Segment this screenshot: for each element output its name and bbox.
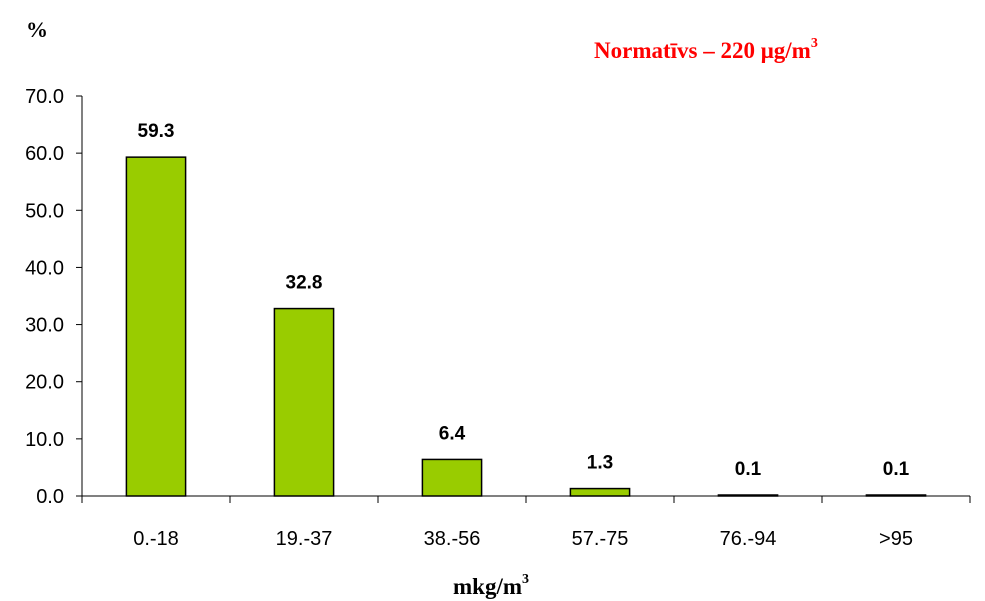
norm-note-sup: 3: [811, 36, 818, 51]
data-label: 0.1: [883, 459, 910, 480]
x-tick-label: 57.-75: [572, 528, 629, 550]
bar: [569, 487, 631, 497]
x-tick-label: 76.-94: [720, 528, 777, 550]
y-tick-label: 50.0: [25, 200, 64, 222]
bar: [421, 458, 483, 497]
data-label: 32.8: [286, 273, 323, 294]
y-tick-label: 0.0: [36, 486, 64, 508]
bar: [125, 156, 187, 497]
x-tick-label: >95: [879, 528, 913, 550]
x-tick-label: 38.-56: [424, 528, 481, 550]
y-tick-label: 70.0: [25, 86, 64, 108]
y-tick-label: 40.0: [25, 257, 64, 279]
data-label: 1.3: [587, 453, 613, 474]
x-axis-label: mkg/m3: [453, 572, 529, 599]
y-tick-label: 30.0: [25, 315, 64, 337]
bar: [865, 494, 927, 497]
data-label: 59.3: [138, 121, 175, 142]
x-tick-label: 19.-37: [276, 528, 333, 550]
norm-note-text: Normatīvs – 220 μg/m: [594, 38, 811, 63]
y-tick-label: 60.0: [25, 143, 64, 165]
y-axis-label: %: [26, 17, 48, 42]
x-axis: 0.-18 19.-37 38.-56 57.-75 76.-94 >95: [81, 495, 971, 550]
bar: [273, 307, 335, 497]
y-axis: 0.0 10.0 20.0 30.0 40.0 50.0 60.0 70.0: [25, 86, 83, 508]
x-tick-label: 0.-18: [133, 528, 179, 550]
value-labels: 59.3 32.8 6.4 1.3 0.1 0.1: [138, 121, 910, 480]
x-axis-label-sup: 3: [522, 572, 529, 587]
data-label: 0.1: [735, 459, 762, 480]
x-axis-label-text: mkg/m: [453, 574, 522, 599]
y-tick-label: 20.0: [25, 372, 64, 394]
bars: [125, 156, 927, 497]
norm-note: Normatīvs – 220 μg/m3: [594, 36, 818, 63]
data-label: 6.4: [439, 423, 466, 444]
y-tick-label: 10.0: [25, 429, 64, 451]
bar: [717, 494, 779, 497]
